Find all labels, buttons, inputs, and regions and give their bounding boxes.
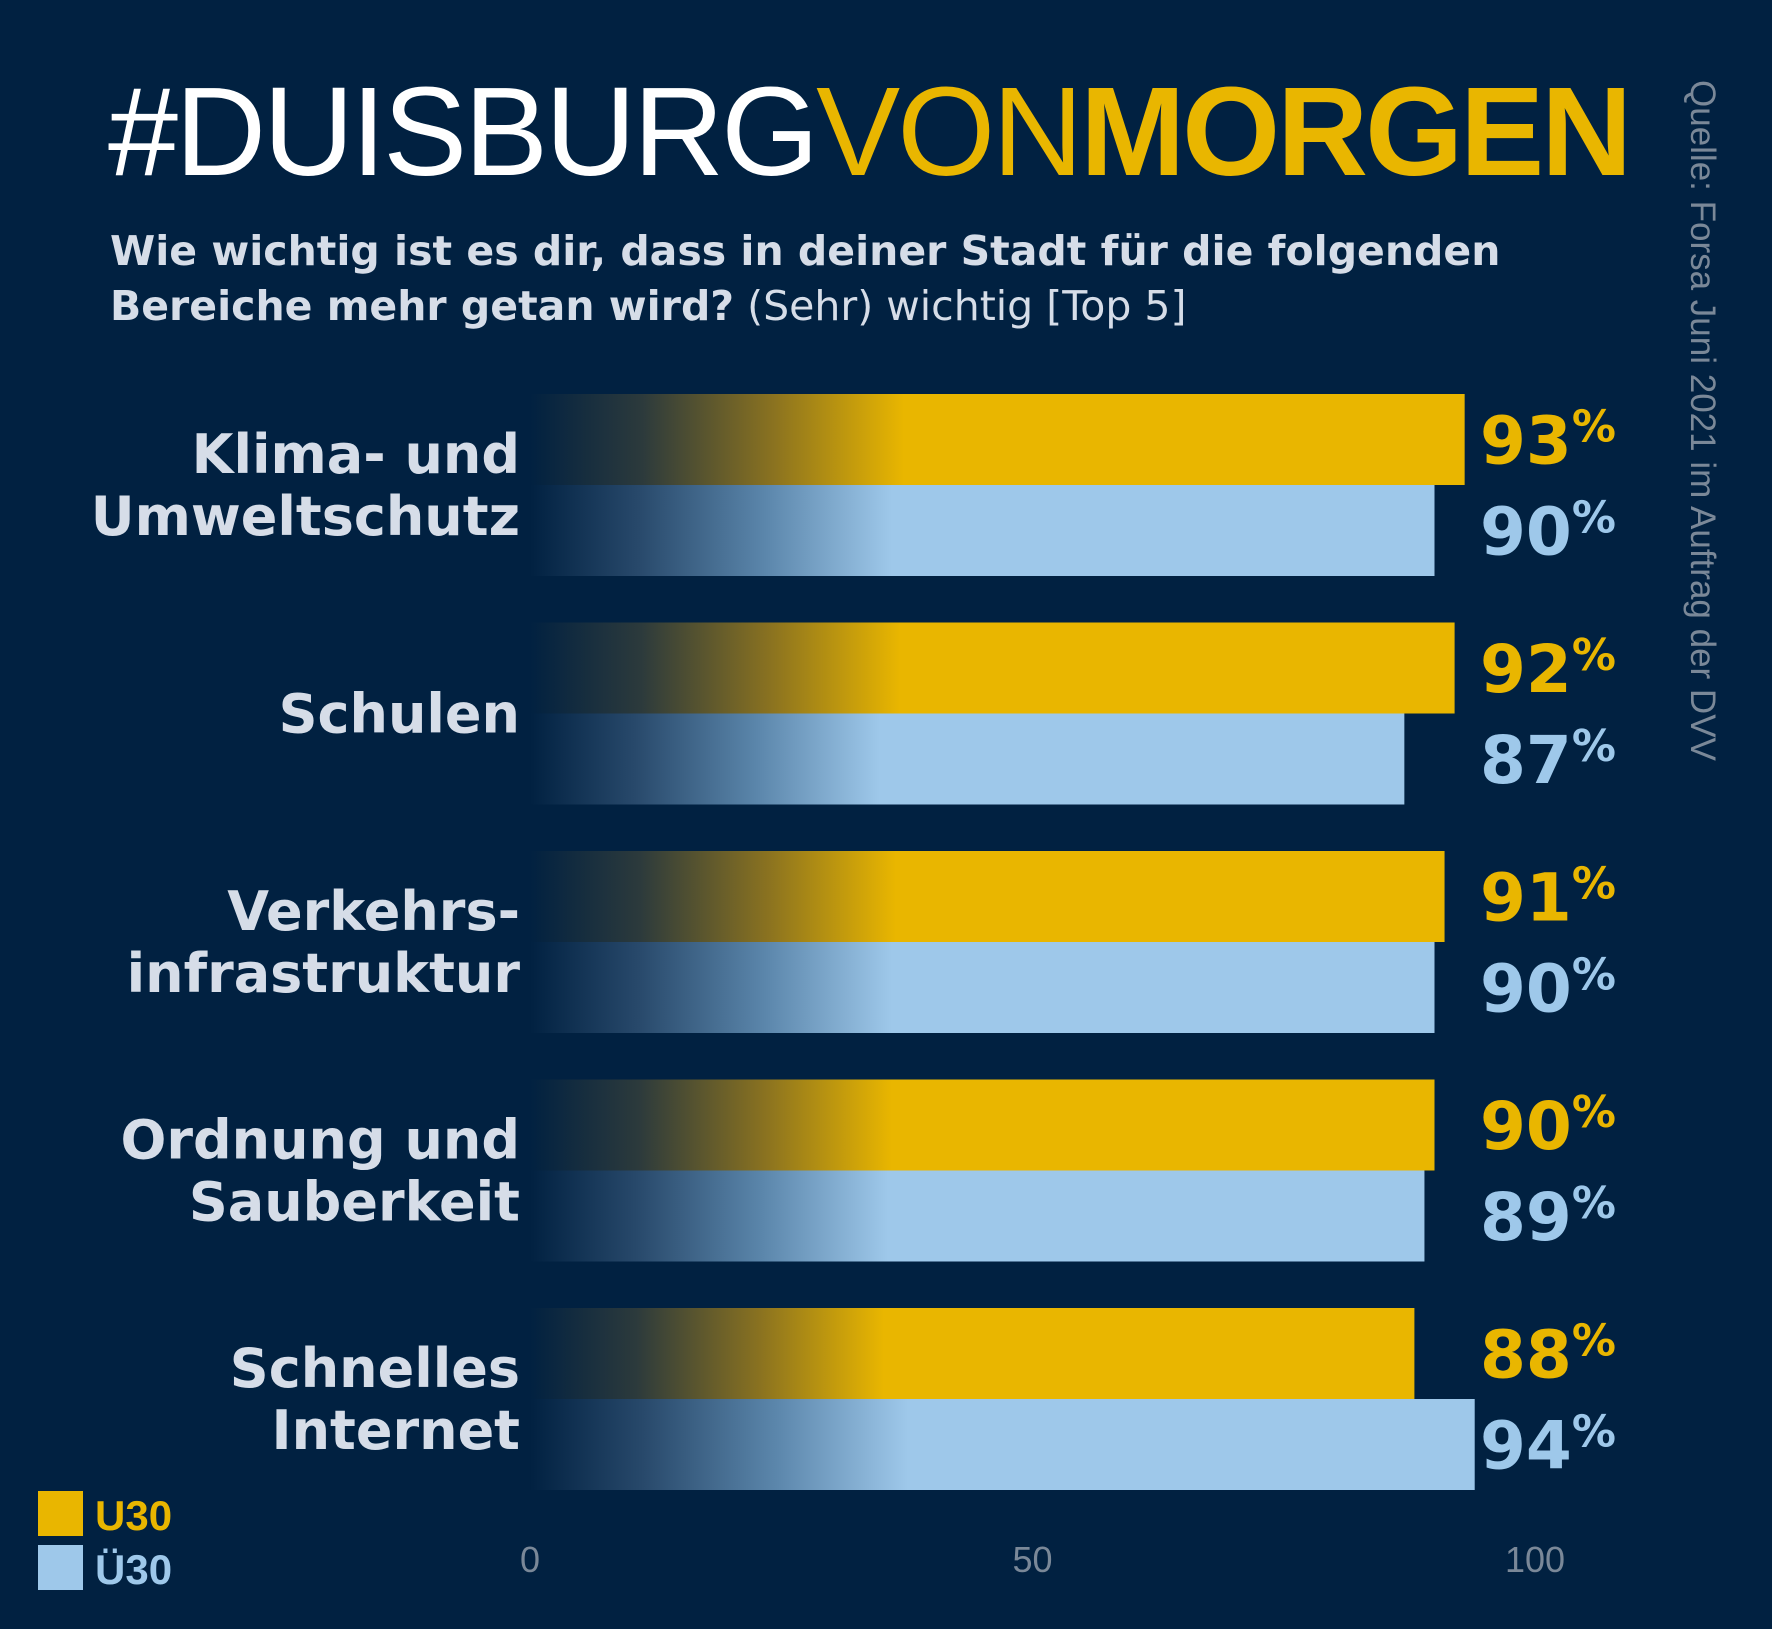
bar-u30-5: [530, 1308, 1415, 1399]
bars-layer: [530, 394, 1475, 1490]
title-part-morgen: MORGEN: [1080, 61, 1632, 202]
legend-swatch-u30: [38, 1491, 83, 1536]
x-tick-label-100: 100: [1505, 1539, 1565, 1580]
category-label-1-line-2: Umweltschutz: [91, 485, 520, 548]
bar-u30-2: [530, 622, 1455, 714]
category-label-5-line-2: Internet: [272, 1399, 520, 1462]
category-label-4-line-2: Sauberkeit: [189, 1171, 520, 1234]
title-part-duisburg: #DUISBURG: [108, 61, 819, 202]
bar-ue30-2: [530, 713, 1405, 805]
legend-label-ue30: Ü30: [95, 1546, 172, 1593]
value-label-ue30-2: 87%: [1480, 721, 1616, 799]
bar-u30-3: [530, 851, 1445, 942]
value-label-ue30-4: 89%: [1480, 1178, 1616, 1256]
value-label-u30-2: 92%: [1480, 630, 1616, 708]
x-axis: 0 50 100: [520, 1539, 1565, 1580]
bar-ue30-1: [530, 485, 1435, 576]
page-title: #DUISBURGVONMORGEN: [108, 61, 1632, 202]
value-label-ue30-1: 90%: [1480, 493, 1616, 571]
category-label-3-line-1: Verkehrs-: [227, 880, 520, 943]
bar-u30-1: [530, 394, 1465, 485]
value-label-u30-1: 93%: [1480, 402, 1616, 480]
category-label-2-line-1: Schulen: [279, 683, 520, 746]
category-label-3-line-2: infrastruktur: [127, 942, 521, 1005]
value-label-ue30-3: 90%: [1480, 950, 1616, 1028]
title-part-von: VON: [816, 61, 1083, 202]
value-label-u30-3: 91%: [1480, 859, 1616, 937]
bar-ue30-4: [530, 1170, 1425, 1262]
value-label-ue30-5: 94%: [1480, 1407, 1616, 1485]
x-tick-label-50: 50: [1012, 1539, 1052, 1580]
question-text: Wie wichtig ist es dir, dass in deiner S…: [110, 227, 1501, 330]
chart-question: Wie wichtig ist es dir, dass in deiner S…: [110, 224, 1610, 334]
question-qualifier: (Sehr) wichtig [Top 5]: [734, 282, 1187, 330]
bar-ue30-3: [530, 942, 1435, 1033]
value-label-u30-5: 88%: [1480, 1316, 1616, 1394]
value-label-u30-4: 90%: [1480, 1087, 1616, 1165]
legend-label-u30: U30: [95, 1492, 172, 1539]
category-label-4-line-1: Ordnung und: [120, 1109, 520, 1172]
x-tick-label-0: 0: [520, 1539, 540, 1580]
bar-ue30-5: [530, 1399, 1475, 1490]
legend-swatch-ue30: [38, 1545, 83, 1590]
bar-u30-4: [530, 1079, 1435, 1171]
category-label-5-line-1: Schnelles: [230, 1337, 520, 1400]
category-label-1-line-1: Klima- und: [192, 423, 520, 486]
